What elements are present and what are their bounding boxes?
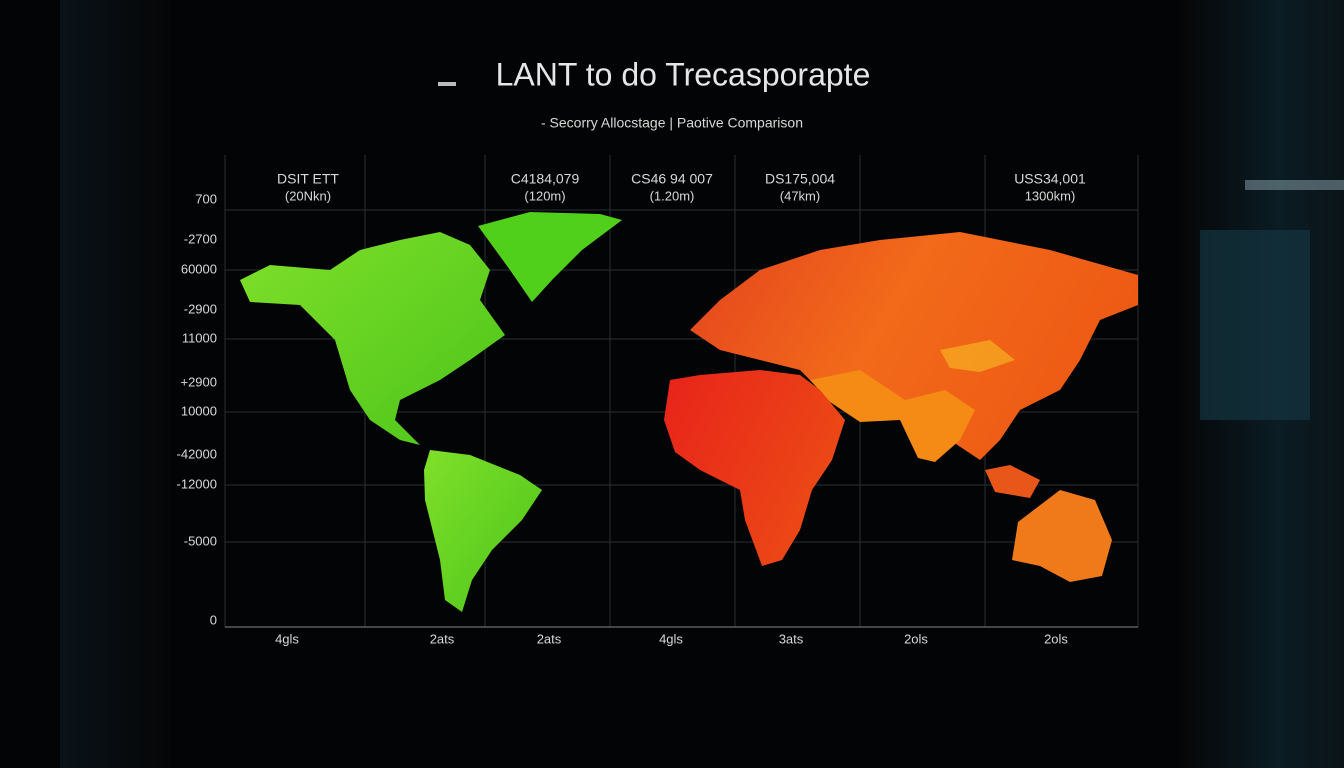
south-asia [810, 370, 975, 462]
annotation-value: DSIT ETT [277, 171, 339, 187]
annotation-unit: (20Nkn) [285, 188, 331, 203]
africa [664, 370, 845, 566]
y-label: +2900 [180, 374, 217, 389]
annotation-unit: (1.20m) [650, 188, 695, 203]
backdrop-light [1245, 180, 1344, 190]
north-america [240, 232, 505, 445]
x-label: 4gls [275, 631, 299, 646]
y-label: 11000 [182, 330, 217, 345]
subtitle: - Secorry Allocstage | Paotive Compariso… [541, 115, 803, 131]
annotation-value: DS175,004 [765, 171, 835, 187]
southeast-asia [985, 465, 1040, 498]
x-label: 2ols [1044, 631, 1068, 646]
labels: 700 -2700 60000 -2900 11000 +2900 10000 -42000 -… [177, 171, 1087, 647]
y-label: -5000 [184, 533, 217, 548]
y-label: -12000 [177, 476, 217, 491]
y-label: 10000 [181, 403, 217, 418]
annotation-value: C4184,079 [511, 171, 580, 187]
china-highlight [940, 340, 1015, 372]
greenland [478, 212, 622, 302]
map [240, 212, 1138, 612]
x-label: 2ols [904, 631, 928, 646]
title: LANT to do Trecasporapte [496, 56, 871, 92]
y-label: 700 [195, 191, 217, 206]
x-label: 2ats [430, 631, 455, 646]
annotation-value: USS34,001 [1014, 171, 1086, 187]
x-label: 3ats [779, 631, 804, 646]
y-label: -2700 [184, 231, 217, 246]
x-label: 4gls [659, 631, 683, 646]
backdrop-window [1200, 230, 1310, 420]
annotation-unit: (120m) [524, 188, 565, 203]
x-label: 2ats [537, 631, 562, 646]
backdrop-left [60, 0, 170, 768]
y-label: -2900 [184, 301, 217, 316]
y-label: 0 [210, 612, 217, 627]
australia [1012, 490, 1112, 582]
y-label: 60000 [181, 261, 217, 276]
annotation-unit: (47km) [780, 188, 820, 203]
y-label: -42000 [177, 446, 217, 461]
annotation-value: CS46 94 007 [631, 171, 713, 187]
title-mark [438, 82, 456, 86]
annotation-unit: 1300km) [1025, 188, 1076, 203]
eurasia [690, 232, 1138, 460]
south-america [424, 450, 542, 612]
